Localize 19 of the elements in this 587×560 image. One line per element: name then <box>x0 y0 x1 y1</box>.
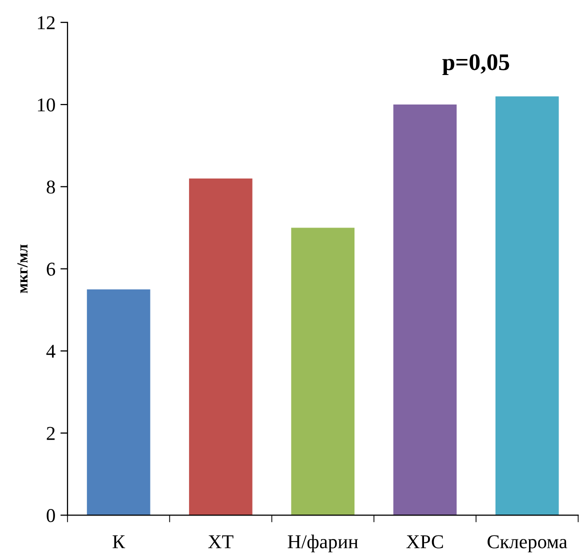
y-axis-title: мкг/мл <box>17 244 28 294</box>
y-tick-label: 12 <box>38 16 55 30</box>
x-tick-label: ХТ <box>208 535 234 548</box>
bar <box>291 228 355 516</box>
bar <box>86 289 150 516</box>
annotation: p=0,05 <box>442 54 510 75</box>
x-tick-label: ХРС <box>406 535 443 548</box>
y-tick-label: 10 <box>38 98 55 112</box>
x-tick-label: Н/фарин <box>288 534 358 552</box>
y-tick-label: 0 <box>46 509 55 522</box>
y-tick-label: 8 <box>46 180 55 194</box>
x-tick-label: Склерома <box>488 535 568 552</box>
x-tick-label: К <box>112 535 126 548</box>
y-tick-label: 6 <box>46 262 56 276</box>
y-tick-label: 4 <box>46 344 56 358</box>
bar <box>495 96 559 516</box>
bar <box>189 178 252 516</box>
bar <box>393 104 457 516</box>
y-tick-label: 2 <box>46 426 55 440</box>
